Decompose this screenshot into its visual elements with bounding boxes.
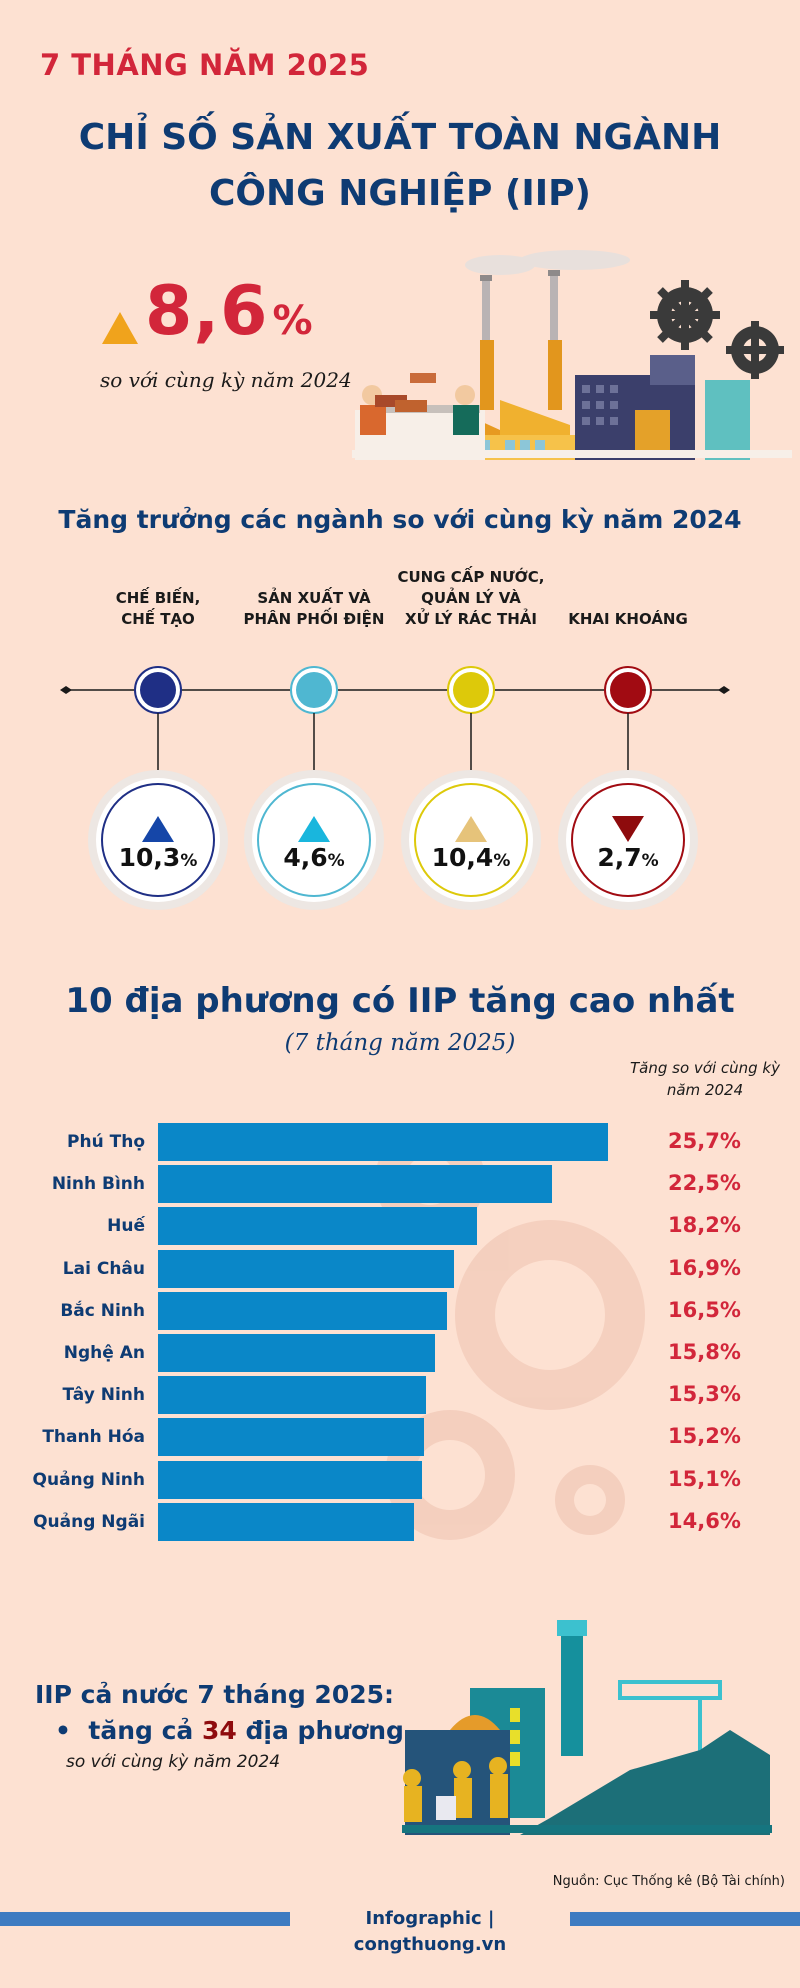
bar-category-label: Bắc Ninh [60, 1300, 145, 1321]
bar-category-label: Quảng Ngãi [33, 1511, 145, 1532]
sector-label-line: XỬ LÝ RÁC THẢI [405, 610, 537, 628]
sector-value-bubble: 10,3% [96, 778, 220, 902]
up-arrow-icon [298, 816, 330, 842]
sector-label-line: PHÂN PHỐI ĐIỆN [243, 610, 385, 628]
source-note: Nguồn: Cục Thống kê (Bộ Tài chính) [552, 1874, 785, 1889]
bar [158, 1123, 608, 1161]
sector-node-dot [296, 672, 332, 708]
sector-value-number: 10,3 [118, 843, 181, 872]
sector-node [290, 666, 338, 770]
sector-bubble-ring [414, 783, 528, 897]
bar [158, 1376, 426, 1415]
sector-value: 2,7% [566, 843, 690, 872]
sector-label: CUNG CẤP NƯỚC, QUẢN LÝ VÀ XỬ LÝ RÁC THẢI [396, 567, 546, 630]
bar [158, 1291, 447, 1330]
bar [158, 1460, 423, 1499]
bar-value-label: 15,3% [668, 1382, 741, 1407]
bar-category-label: Ninh Bình [51, 1174, 145, 1195]
sector-value-unit: % [327, 851, 345, 871]
sector-label-line: CHẾ TẠO [121, 610, 195, 628]
headline-value: 8,6 % [145, 272, 313, 351]
sector-label-line: SẢN XUẤT VÀ [257, 589, 371, 607]
sector-value-bubble: 2,7% [566, 778, 690, 902]
bar-value-label: 22,5% [668, 1171, 741, 1196]
sector-value-number: 10,4 [431, 843, 494, 872]
bar-category-label: Huế [107, 1216, 145, 1237]
bar-value-label: 25,7% [668, 1129, 741, 1153]
bar-value-label: 16,5% [668, 1297, 741, 1322]
sector-label: KHAI KHOÁNG [553, 609, 703, 630]
bar [158, 1502, 414, 1541]
summary-bullet: • tăng cả 34 địa phương [55, 1716, 404, 1745]
bar-category-label: Thanh Hóa [42, 1427, 145, 1448]
summary-title: IIP cả nước 7 tháng 2025: [35, 1680, 395, 1709]
bar-value-label: 18,2% [668, 1213, 741, 1238]
bar [158, 1418, 425, 1457]
sector-value-number: 4,6 [283, 843, 328, 872]
sector-label: SẢN XUẤT VÀ PHÂN PHỐI ĐIỆN [239, 588, 389, 630]
down-arrow-icon [612, 816, 644, 842]
sector-value: 10,3% [96, 843, 220, 872]
headline-unit: % [272, 298, 313, 344]
sector-node-dot [140, 672, 176, 708]
bar [158, 1249, 454, 1288]
bar-value-label: 16,9% [668, 1255, 741, 1280]
sector-node-dot [610, 672, 646, 708]
bar [158, 1334, 435, 1372]
sector-bubble-ring [257, 783, 371, 897]
bar-value-label: 15,1% [668, 1466, 741, 1491]
chart-value-header: Tăng so với cùng kỳ năm 2024 [629, 1059, 780, 1099]
factory-illustration [352, 250, 792, 460]
bar-category-label: Phú Thọ [67, 1132, 145, 1152]
bar-value-label: 15,2% [668, 1424, 741, 1449]
sector-value: 10,4% [409, 843, 533, 872]
sector-value: 4,6% [252, 843, 376, 872]
sector-value-unit: % [493, 851, 511, 871]
headline-number: 8,6 [145, 272, 269, 351]
summary-number: 34 [202, 1716, 237, 1745]
bar-category-label: Quảng Ninh [32, 1469, 145, 1490]
sector-label-line: KHAI KHOÁNG [568, 610, 688, 628]
sector-node-dot [453, 672, 489, 708]
sector-node [134, 666, 182, 770]
bar-category-label: Lai Châu [62, 1258, 145, 1279]
bar [158, 1165, 552, 1204]
up-arrow-icon [102, 312, 138, 344]
bar-value-label: 14,6% [668, 1508, 741, 1533]
sector-label-line: CHẾ BIẾN, [115, 589, 201, 607]
chart-title: 10 địa phương có IIP tăng cao nhất [65, 981, 735, 1021]
sector-node [447, 666, 495, 770]
page-title-line1: CHỈ SỐ SẢN XUẤT TOÀN NGÀNH [78, 117, 722, 158]
footer-credit: Infographic | congthuong.vn [290, 1906, 570, 1958]
sector-value-unit: % [641, 851, 659, 871]
up-arrow-icon [455, 816, 487, 842]
sector-label-line: CUNG CẤP NƯỚC, [397, 568, 545, 586]
sector-value-bubble: 10,4% [409, 778, 533, 902]
sector-value-number: 2,7 [597, 843, 642, 872]
headline-subtitle: so với cùng kỳ năm 2024 [100, 368, 352, 392]
sector-label: CHẾ BIẾN, CHẾ TẠO [83, 588, 233, 630]
bar-category-label: Tây Ninh [62, 1385, 145, 1406]
up-arrow-icon [142, 816, 174, 842]
chart-subtitle: (7 tháng năm 2025) [284, 1030, 516, 1056]
bar-value-label: 15,8% [668, 1340, 741, 1364]
summary-prefix: tăng cả [88, 1716, 203, 1745]
bar [158, 1207, 477, 1246]
sector-node [604, 666, 652, 770]
sector-value-unit: % [180, 851, 198, 871]
summary-sub: so với cùng kỳ năm 2024 [66, 1752, 281, 1772]
sector-bubble-ring [571, 783, 685, 897]
bar-category-label: Nghệ An [63, 1343, 145, 1363]
workers-illustration [402, 1620, 772, 1835]
sector-bubble-ring [101, 783, 215, 897]
page-title-line2: CÔNG NGHIỆP (IIP) [208, 173, 592, 214]
sector-value-bubble: 4,6% [252, 778, 376, 902]
summary-suffix: địa phương [236, 1716, 404, 1745]
sector-section-title: Tăng trưởng các ngành so với cùng kỳ năm… [58, 505, 742, 534]
period-label: 7 THÁNG NĂM 2025 [40, 48, 370, 82]
sector-label-line: QUẢN LÝ VÀ [421, 589, 521, 607]
